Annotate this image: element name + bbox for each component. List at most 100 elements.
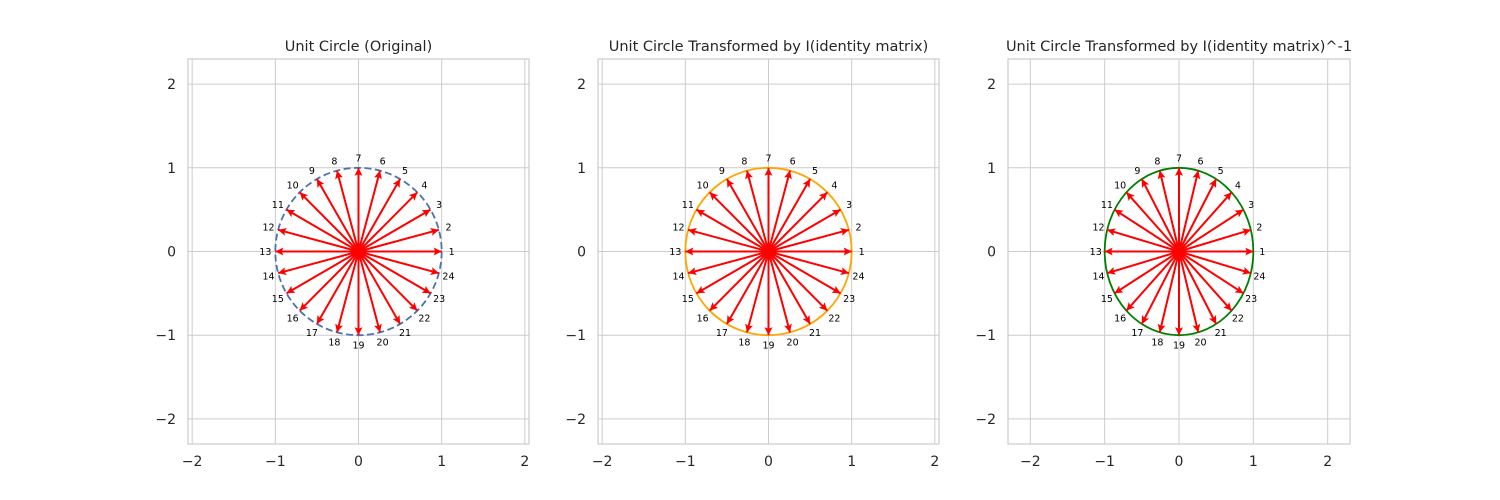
x-tick-label: 0 — [764, 454, 773, 470]
vector-label-6: 6 — [1198, 156, 1204, 167]
vector-arrow-3 — [357, 208, 432, 253]
vector-label-5: 5 — [812, 166, 818, 177]
vector-arrow-8 — [1157, 170, 1180, 252]
vector-arrow-9 — [316, 178, 360, 252]
vector-label-5: 5 — [402, 166, 408, 177]
vector-arrow-9 — [1140, 178, 1180, 252]
vector-label-16: 16 — [287, 313, 299, 324]
vector-arrow-6 — [767, 170, 792, 252]
vector-label-13: 13 — [1090, 247, 1102, 258]
vector-arrow-3 — [767, 208, 842, 253]
vector-arrow-20 — [1178, 251, 1201, 333]
vector-arrow-12 — [277, 228, 359, 253]
vector-label-8: 8 — [741, 156, 747, 167]
vector-arrow-17 — [1140, 251, 1180, 325]
vector-label-1: 1 — [859, 247, 865, 258]
x-tick-label: 2 — [520, 454, 529, 470]
vector-arrow-11 — [285, 208, 360, 253]
vector-arrow-20 — [767, 251, 792, 333]
vector-label-12: 12 — [262, 223, 274, 234]
vector-arrow-6 — [357, 170, 382, 252]
vector-arrow-5 — [357, 178, 401, 252]
vector-arrow-23 — [357, 250, 432, 295]
vector-arrow-10 — [298, 191, 360, 253]
vector-label-23: 23 — [1245, 294, 1257, 305]
y-tick-label: 0 — [987, 245, 996, 261]
y-tick-label: 2 — [987, 77, 996, 93]
vector-label-10: 10 — [697, 181, 709, 192]
x-tick-label: 0 — [1175, 454, 1184, 470]
vector-label-14: 14 — [262, 271, 274, 282]
vector-arrow-4 — [1178, 191, 1233, 253]
vector-label-24: 24 — [852, 271, 864, 282]
vector-arrow-24 — [358, 250, 440, 275]
vector-arrow-4 — [767, 191, 829, 253]
vector-arrow-21 — [1178, 251, 1218, 325]
vector-label-19: 19 — [352, 341, 364, 352]
vector-label-10: 10 — [287, 181, 299, 192]
vector-arrow-10 — [708, 191, 770, 253]
vector-label-18: 18 — [1151, 338, 1163, 349]
vector-label-19: 19 — [762, 341, 774, 352]
y-tick-label: −2 — [975, 412, 996, 428]
y-tick-label: 2 — [167, 77, 176, 93]
vector-label-16: 16 — [697, 313, 709, 324]
vector-label-4: 4 — [421, 181, 427, 192]
vector-label-18: 18 — [328, 338, 340, 349]
x-tick-label: 2 — [1323, 454, 1332, 470]
vector-arrow-11 — [695, 208, 770, 253]
y-tick-label: 1 — [987, 161, 996, 177]
vector-arrow-24 — [1178, 250, 1252, 275]
vector-arrow-22 — [357, 250, 419, 312]
vector-label-8: 8 — [331, 156, 337, 167]
axes-frame — [597, 58, 940, 445]
vector-label-11: 11 — [1101, 200, 1113, 211]
x-tick-label: 1 — [847, 454, 856, 470]
x-tick-label: 1 — [437, 454, 446, 470]
y-tick-label: −1 — [155, 328, 176, 344]
vector-arrow-8 — [745, 170, 770, 252]
x-tick-label: −2 — [182, 454, 203, 470]
x-tick-label: 1 — [1249, 454, 1258, 470]
vector-label-15: 15 — [682, 294, 694, 305]
vector-label-4: 4 — [1235, 181, 1241, 192]
vector-arrow-18 — [1157, 251, 1180, 333]
vector-arrow-16 — [1125, 250, 1180, 312]
vector-label-10: 10 — [1114, 181, 1126, 192]
vector-arrow-21 — [357, 251, 401, 325]
vector-label-9: 9 — [309, 166, 315, 177]
vector-label-3: 3 — [846, 200, 852, 211]
vector-arrow-15 — [1114, 250, 1180, 295]
vector-label-22: 22 — [418, 313, 430, 324]
vector-label-23: 23 — [433, 294, 445, 305]
chart-title: Unit Circle Transformed by I(identity ma… — [1006, 39, 1352, 55]
chart-title: Unit Circle (Original) — [285, 39, 433, 55]
vector-arrow-23 — [767, 250, 842, 295]
vector-arrow-12 — [1106, 228, 1180, 253]
vector-label-13: 13 — [669, 247, 681, 258]
y-tick-label: 2 — [577, 77, 586, 93]
vector-arrow-18 — [745, 251, 770, 333]
vector-label-22: 22 — [828, 313, 840, 324]
vector-label-15: 15 — [272, 294, 284, 305]
vector-label-13: 13 — [259, 247, 271, 258]
vector-arrow-17 — [726, 251, 770, 325]
vector-label-7: 7 — [765, 153, 771, 164]
vector-arrow-3 — [1178, 208, 1244, 253]
vector-label-12: 12 — [672, 223, 684, 234]
x-tick-label: 0 — [354, 454, 363, 470]
vector-arrow-24 — [768, 250, 850, 275]
x-tick-label: −1 — [675, 454, 696, 470]
vector-arrow-2 — [768, 228, 850, 253]
vector-label-8: 8 — [1154, 156, 1160, 167]
vector-arrow-17 — [316, 251, 360, 325]
vector-label-19: 19 — [1173, 341, 1185, 352]
vector-label-21: 21 — [1215, 328, 1227, 339]
x-tick-label: −2 — [592, 454, 613, 470]
y-tick-label: −1 — [565, 328, 586, 344]
vector-arrow-16 — [298, 250, 360, 312]
vector-arrow-10 — [1125, 191, 1180, 253]
vector-label-1: 1 — [1259, 247, 1265, 258]
